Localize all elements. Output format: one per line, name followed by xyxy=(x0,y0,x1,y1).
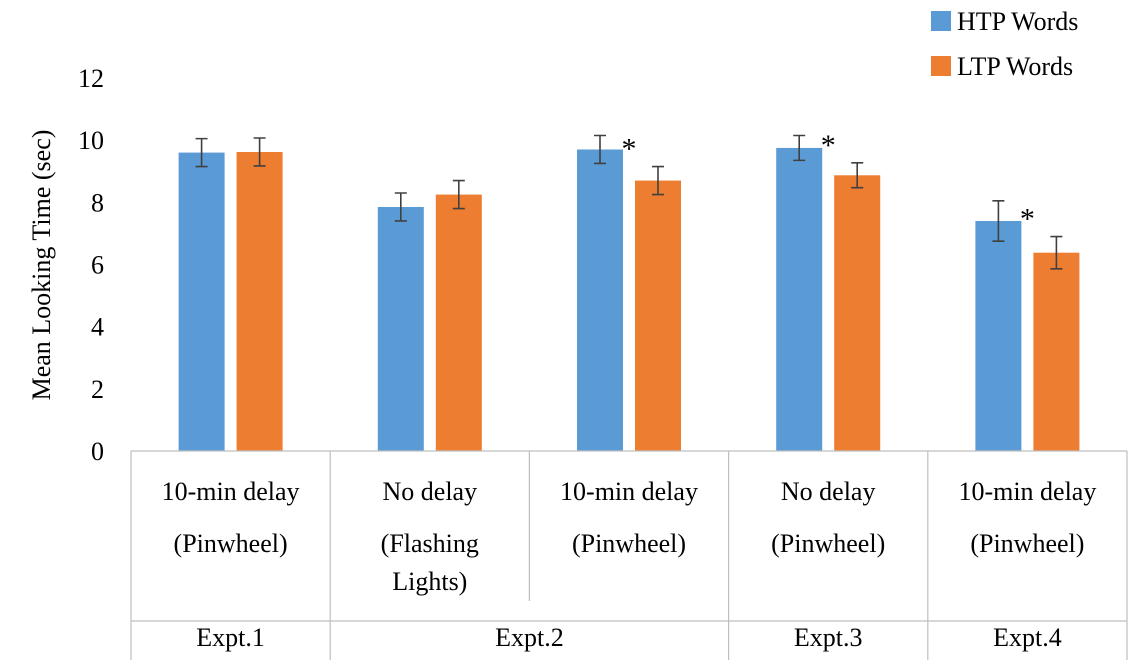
legend-swatch-htp xyxy=(931,11,951,31)
bars xyxy=(178,147,1080,451)
legend-swatch-ltp xyxy=(931,56,951,76)
bar-htp-0 xyxy=(178,152,225,451)
error-bar xyxy=(1050,235,1063,270)
x-category-label: (Pinwheel) xyxy=(174,529,288,558)
x-category-label: No delay xyxy=(781,477,876,506)
error-bar xyxy=(394,192,407,222)
legend-label-htp: HTP Words xyxy=(957,7,1078,36)
bar-htp-1 xyxy=(377,206,424,451)
x-category-label: Lights) xyxy=(392,567,467,596)
y-tick-label: 12 xyxy=(78,64,104,93)
x-category-label: 10-min delay xyxy=(560,477,698,506)
bar-ltp-2 xyxy=(635,180,681,451)
x-category-label: 10-min delay xyxy=(958,477,1096,506)
x-category-label: (Pinwheel) xyxy=(970,529,1084,558)
bar-ltp-3 xyxy=(834,175,881,451)
error-bar xyxy=(594,134,606,165)
bar-ltp-1 xyxy=(435,194,482,451)
x-group-label: Expt.4 xyxy=(993,623,1062,652)
bar-ltp-4 xyxy=(1033,252,1080,451)
error-bar xyxy=(253,137,266,167)
y-axis-ticks: 0 2 4 6 8 10 12 xyxy=(78,64,104,466)
error-bar xyxy=(793,134,806,162)
y-tick-label: 2 xyxy=(91,375,104,404)
y-tick-label: 0 xyxy=(91,437,104,466)
error-bar xyxy=(195,137,208,168)
y-tick-label: 8 xyxy=(91,188,104,217)
y-tick-label: 6 xyxy=(91,251,104,280)
error-bar xyxy=(652,165,664,196)
x-group-label: Expt.2 xyxy=(495,623,564,652)
y-tick-label: 4 xyxy=(91,313,104,342)
significance-star: * xyxy=(821,129,836,162)
legend-label-ltp: LTP Words xyxy=(957,52,1073,81)
bar-ltp-0 xyxy=(236,151,283,451)
x-category-label: No delay xyxy=(383,477,478,506)
error-bars xyxy=(195,134,1063,270)
legend: HTP Words LTP Words xyxy=(931,7,1078,81)
bar-htp-2 xyxy=(577,149,623,451)
significance-markers: * * * xyxy=(622,129,1035,236)
bar-htp-4 xyxy=(975,220,1022,451)
significance-star: * xyxy=(1020,203,1035,236)
x-group-label: Expt.1 xyxy=(196,623,265,652)
error-bar xyxy=(452,179,465,210)
x-category-label: (Pinwheel) xyxy=(771,529,885,558)
x-category-label: (Flashing xyxy=(381,529,479,558)
y-axis-label: Mean Looking Time (sec) xyxy=(27,130,56,401)
x-axis: 10-min delay (Pinwheel) No delay (Flashing L… xyxy=(130,450,1128,660)
significance-star: * xyxy=(622,133,637,166)
y-tick-label: 10 xyxy=(78,126,104,155)
x-group-label: Expt.3 xyxy=(794,623,863,652)
error-bar xyxy=(992,199,1005,242)
x-category-label: 10-min delay xyxy=(162,477,300,506)
x-category-label: (Pinwheel) xyxy=(572,529,686,558)
bar-htp-3 xyxy=(776,147,823,451)
error-bar xyxy=(851,162,864,189)
